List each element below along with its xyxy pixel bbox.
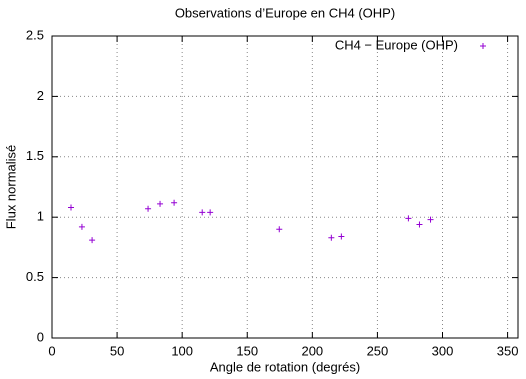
data-point: [405, 215, 412, 222]
x-tick-label: 150: [236, 343, 258, 358]
data-point: [427, 216, 434, 223]
y-axis-label: Flux normalisé: [3, 145, 18, 230]
data-point: [145, 205, 152, 212]
data-point: [78, 223, 85, 230]
data-point: [171, 199, 178, 206]
data-point: [338, 233, 345, 240]
y-tick-label: 2.5: [26, 27, 44, 42]
plot-frame: [51, 35, 519, 339]
chart-title: Observations d’Europe en CH4 (OHP): [175, 5, 395, 20]
data-point: [157, 200, 164, 207]
data-point: [199, 209, 206, 216]
x-tick-label: 300: [432, 343, 454, 358]
y-tick-label: 1.5: [26, 148, 44, 163]
y-tick-label: 0: [37, 329, 44, 344]
x-tick-label: 0: [48, 343, 55, 358]
x-axis-label: Angle de rotation (degrés): [210, 359, 360, 374]
y-tick-label: 2: [37, 88, 44, 103]
x-tick-label: 200: [301, 343, 323, 358]
x-tick-label: 250: [367, 343, 389, 358]
legend-label: CH4 − Europe (OHP): [335, 37, 458, 52]
x-tick-label: 350: [497, 343, 519, 358]
data-point: [276, 226, 283, 233]
data-point: [416, 221, 423, 228]
y-tick-label: 1: [37, 209, 44, 224]
data-point: [68, 204, 75, 211]
x-tick-label: 50: [110, 343, 124, 358]
y-tick-label: 0.5: [26, 269, 44, 284]
data-point: [207, 209, 214, 216]
data-point: [328, 234, 335, 241]
x-tick-label: 100: [171, 343, 193, 358]
legend-marker: [480, 43, 486, 49]
data-point: [89, 237, 96, 244]
